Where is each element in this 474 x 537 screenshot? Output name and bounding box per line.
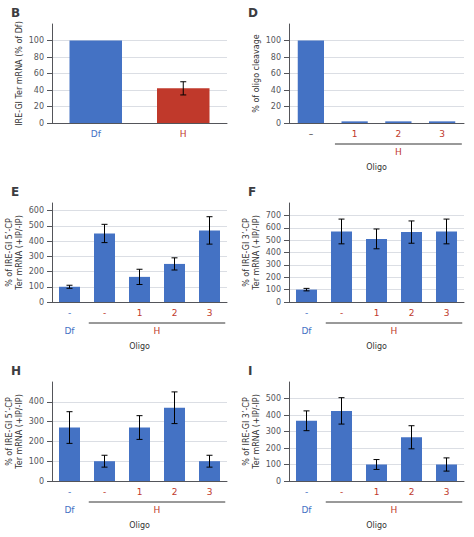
svg-text:2: 2 [172, 487, 178, 497]
svg-text:B: B [11, 6, 20, 20]
svg-text:80: 80 [34, 53, 44, 62]
svg-text:–: – [309, 129, 314, 139]
svg-text:Oligo: Oligo [366, 521, 387, 530]
svg-text:3: 3 [439, 129, 445, 139]
svg-text:Df: Df [64, 505, 75, 515]
svg-text:40: 40 [271, 86, 281, 95]
svg-text:E: E [11, 185, 19, 199]
svg-text:400: 400 [266, 411, 281, 420]
svg-text:100: 100 [29, 457, 44, 466]
svg-text:500: 500 [29, 221, 44, 230]
svg-text:700: 700 [266, 211, 281, 220]
svg-text:200: 200 [266, 444, 281, 453]
svg-text:-: - [305, 308, 308, 318]
svg-text:3: 3 [207, 487, 213, 497]
svg-text:Ter mRNA (+IP/-IP): Ter mRNA (+IP/-IP) [15, 215, 24, 291]
svg-text:400: 400 [29, 237, 44, 246]
svg-text:100: 100 [266, 460, 281, 469]
svg-text:600: 600 [266, 223, 281, 232]
svg-text:H: H [154, 326, 161, 336]
svg-text:3: 3 [207, 308, 213, 318]
svg-text:80: 80 [271, 53, 281, 62]
svg-text:Oligo: Oligo [366, 342, 387, 351]
svg-text:0: 0 [276, 477, 281, 486]
svg-text:100: 100 [29, 36, 44, 45]
svg-text:0: 0 [39, 298, 44, 307]
svg-text:60: 60 [271, 69, 281, 78]
svg-text:400: 400 [29, 397, 44, 406]
svg-text:0: 0 [276, 119, 281, 128]
svg-text:I: I [248, 364, 252, 378]
svg-text:IRE-GI Ter mRNA (% of Df): IRE-GI Ter mRNA (% of Df) [15, 21, 24, 126]
svg-text:300: 300 [29, 417, 44, 426]
svg-text:% of IRE-GI 3’-CP: % of IRE-GI 3’-CP [242, 397, 251, 466]
svg-text:% of IRE-GI 5’-CP: % of IRE-GI 5’-CP [5, 218, 14, 287]
svg-text:60: 60 [34, 69, 44, 78]
svg-text:-: - [68, 308, 71, 318]
svg-text:% of IRE-GI 3’-CP: % of IRE-GI 3’-CP [242, 218, 251, 287]
svg-text:H: H [180, 129, 187, 139]
svg-text:200: 200 [266, 273, 281, 282]
svg-text:Df: Df [64, 326, 75, 336]
svg-text:Df: Df [301, 326, 312, 336]
svg-text:300: 300 [266, 427, 281, 436]
svg-text:H: H [391, 326, 398, 336]
svg-text:600: 600 [29, 206, 44, 215]
svg-text:1: 1 [352, 129, 358, 139]
svg-text:40: 40 [34, 86, 44, 95]
svg-text:Df: Df [301, 505, 312, 515]
svg-text:Oligo: Oligo [366, 163, 387, 172]
svg-text:H: H [11, 364, 21, 378]
svg-text:1: 1 [137, 487, 143, 497]
svg-text:2: 2 [409, 308, 415, 318]
svg-text:D: D [248, 6, 258, 20]
svg-text:300: 300 [266, 260, 281, 269]
svg-text:300: 300 [29, 252, 44, 261]
svg-text:20: 20 [34, 102, 44, 111]
svg-text:1: 1 [374, 308, 380, 318]
svg-text:Df: Df [91, 129, 102, 139]
svg-text:2: 2 [409, 487, 415, 497]
svg-text:H: H [154, 505, 161, 515]
svg-text:200: 200 [29, 267, 44, 276]
svg-text:-: - [340, 487, 343, 497]
svg-text:0: 0 [39, 477, 44, 486]
svg-text:Oligo: Oligo [129, 342, 150, 351]
svg-text:-: - [305, 487, 308, 497]
svg-text:-: - [340, 308, 343, 318]
svg-text:H: H [391, 505, 398, 515]
svg-text:20: 20 [271, 102, 281, 111]
svg-text:Oligo: Oligo [129, 521, 150, 530]
svg-text:500: 500 [266, 236, 281, 245]
svg-text:2: 2 [172, 308, 178, 318]
svg-text:400: 400 [266, 248, 281, 257]
svg-text:F: F [248, 185, 256, 199]
svg-text:-: - [103, 487, 106, 497]
svg-text:1: 1 [137, 308, 143, 318]
svg-text:% of IRE-GI 5’-CP: % of IRE-GI 5’-CP [5, 397, 14, 466]
svg-text:200: 200 [29, 437, 44, 446]
svg-text:H: H [395, 147, 402, 157]
svg-text:3: 3 [444, 308, 450, 318]
svg-text:Ter mRNA (+IP/-IP): Ter mRNA (+IP/-IP) [15, 394, 24, 470]
svg-text:-: - [68, 487, 71, 497]
svg-text:100: 100 [266, 285, 281, 294]
svg-text:0: 0 [39, 119, 44, 128]
svg-text:-: - [103, 308, 106, 318]
svg-text:Ter mRNA (+IP/-IP): Ter mRNA (+IP/-IP) [252, 394, 261, 470]
svg-text:1: 1 [374, 487, 380, 497]
svg-text:100: 100 [266, 36, 281, 45]
svg-text:100: 100 [29, 282, 44, 291]
svg-text:% of oligo cleavage: % of oligo cleavage [252, 34, 261, 112]
svg-text:0: 0 [276, 298, 281, 307]
svg-text:2: 2 [396, 129, 402, 139]
svg-text:Ter mRNA (+IP/-IP): Ter mRNA (+IP/-IP) [252, 215, 261, 291]
svg-text:3: 3 [444, 487, 450, 497]
svg-text:500: 500 [266, 394, 281, 403]
